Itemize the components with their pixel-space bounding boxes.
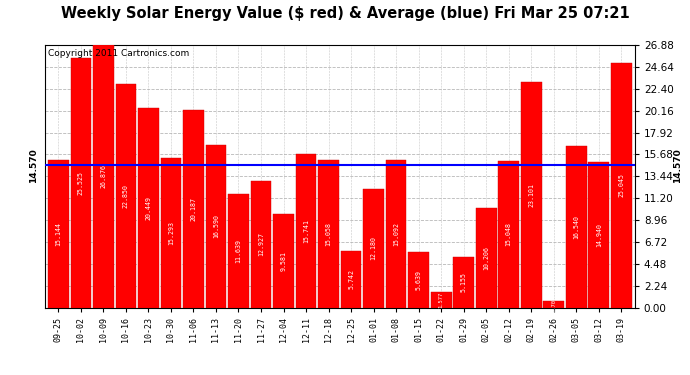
Bar [611,63,631,308]
Text: 20.187: 20.187 [190,197,197,221]
Text: 5.742: 5.742 [348,270,354,290]
Text: Copyright 2011 Cartronics.com: Copyright 2011 Cartronics.com [48,49,189,58]
Bar [544,301,564,307]
Bar [453,257,474,307]
Text: 20.449: 20.449 [146,196,151,220]
Text: 12.927: 12.927 [258,232,264,256]
Text: 9.581: 9.581 [281,251,286,271]
Bar [318,160,339,308]
Bar [363,189,384,308]
Bar [250,181,271,308]
Bar [498,160,519,308]
Text: 16.590: 16.590 [213,214,219,238]
Text: 15.058: 15.058 [326,222,332,246]
Bar [431,292,451,308]
Text: 26.876: 26.876 [100,164,106,188]
Bar [183,110,204,308]
Bar [93,45,114,308]
Bar [386,160,406,308]
Text: 15.293: 15.293 [168,221,174,245]
Text: 5.155: 5.155 [461,272,466,292]
Text: 14.940: 14.940 [595,222,602,246]
Bar [521,82,542,308]
Bar [273,214,294,308]
Text: Weekly Solar Energy Value ($ red) & Average (blue) Fri Mar 25 07:21: Weekly Solar Energy Value ($ red) & Aver… [61,6,629,21]
Text: 25.045: 25.045 [618,173,624,197]
Bar [408,252,429,308]
Bar [296,154,317,308]
Text: 1.577: 1.577 [439,292,444,308]
Bar [228,194,249,308]
Text: 15.092: 15.092 [393,222,399,246]
Text: 16.540: 16.540 [573,215,580,239]
Text: 14.570: 14.570 [673,148,682,183]
Bar [161,158,181,308]
Bar [70,58,91,308]
Text: 22.850: 22.850 [123,184,129,208]
Text: 23.101: 23.101 [529,183,534,207]
Bar [476,208,497,308]
Text: 15.048: 15.048 [506,222,512,246]
Bar [115,84,136,308]
Bar [341,251,362,308]
Text: 11.639: 11.639 [235,238,242,262]
Bar [48,160,69,308]
Bar [138,108,159,307]
Text: 5.639: 5.639 [415,270,422,290]
Text: 0.707: 0.707 [551,296,556,312]
Text: 15.144: 15.144 [55,222,61,246]
Bar [589,162,609,308]
Text: 14.570: 14.570 [29,148,38,183]
Text: 15.741: 15.741 [303,219,309,243]
Text: 25.525: 25.525 [78,171,84,195]
Text: 12.180: 12.180 [371,236,377,260]
Bar [206,146,226,308]
Bar [566,146,586,308]
Text: 10.206: 10.206 [483,246,489,270]
